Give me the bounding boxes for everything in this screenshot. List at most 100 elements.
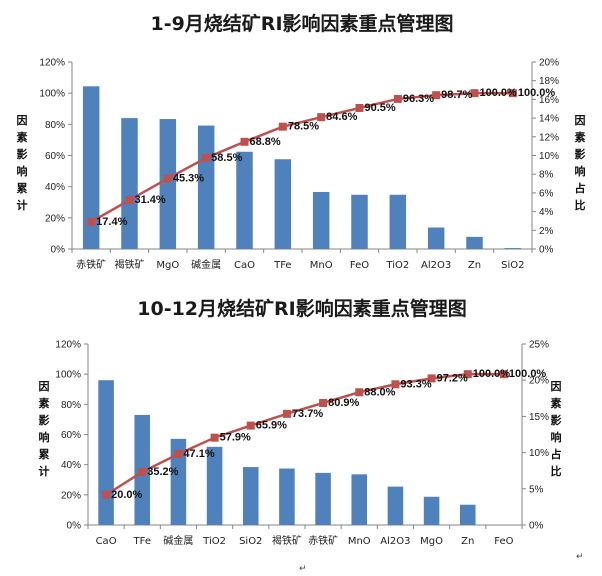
bar [279,468,295,525]
bar [236,151,253,249]
chart-title: 1-9月烧结矿RI影响因素重点管理图 [150,12,453,35]
category-label: 碱金属 [163,534,193,547]
bar [427,227,445,249]
cumulative-point [508,89,517,98]
left-tick-label: 40% [61,460,81,471]
right-tick-label: 0% [539,245,554,256]
category-label: SiO2 [501,260,524,271]
cumulative-point [427,374,436,383]
category-label: Zn [461,536,474,547]
cumulative-data-label: 20.0% [111,489,142,501]
category-label: MgO [156,260,179,271]
bar [206,446,223,525]
cumulative-data-label: 17.4% [96,216,127,228]
cumulative-data-label: 57.9% [220,432,251,444]
right-axis-title: 因素影响占比 [575,114,586,212]
right-tick-label: 14% [539,114,559,125]
right-tick-label: 18% [539,76,559,87]
category-label: FeO [494,536,513,547]
cumulative-data-label: 35.2% [147,466,178,478]
bar [274,159,292,249]
pareto-chart-jan-sep: 1-9月烧结矿RI影响因素重点管理图 0% 20% 40% 60% 80% 100% 120%… [17,12,586,271]
bar [351,474,368,525]
cumulative-data-label: 84.6% [326,111,357,123]
category-label: Al2O3 [380,536,410,547]
left-tick-label: 40% [45,182,65,193]
cumulative-point [319,398,328,407]
category-label: MnO [310,260,333,271]
bar [98,380,114,525]
left-tick-label: 60% [61,430,81,441]
cumulative-point [355,388,364,397]
bar [459,504,476,525]
cumulative-point [317,113,326,122]
cumulative-line [90,91,513,223]
cumulative-data-label: 100.0% [480,87,518,99]
left-axis-title: 因素影响累计 [39,380,50,478]
bar [351,194,368,249]
category-label: FeO [350,260,369,271]
cumulative-data-label: 73.7% [292,408,323,420]
bar [242,467,259,525]
cumulative-point [463,370,472,379]
right-tick-label: 20% [529,376,549,387]
bar [159,119,177,249]
cumulative-data-label: 88.0% [364,386,395,398]
cumulative-data-label: 78.5% [288,121,319,133]
category-label: Al2O3 [421,260,451,271]
left-tick-label: 0% [51,245,66,256]
category-label: TFe [133,536,151,547]
cumulative-point [282,409,291,418]
category-label: Zn [468,260,481,271]
left-tick-label: 20% [45,213,65,224]
right-tick-label: 12% [539,132,559,143]
right-tick-label: 8% [539,170,554,181]
cumulative-point [240,137,249,146]
bar [82,86,100,249]
category-label: 赤铁矿 [76,258,106,271]
cumulative-point [87,217,96,226]
left-tick-label: 0% [67,521,82,532]
category-label: MgO [420,536,443,547]
category-label: 褐铁矿 [272,534,302,547]
category-label: SiO2 [239,536,262,547]
category-label: TiO2 [385,260,409,271]
cumulative-data-label: 31.4% [135,194,166,206]
return-mark: ↵ [576,552,584,562]
right-tick-label: 25% [529,340,549,351]
left-axis-title: 因素影响累计 [17,114,28,212]
bar [389,194,407,249]
right-axis-title: 因素影响占比 [551,380,562,478]
cumulative-data-label: 100.0% [509,368,547,380]
left-tick-label: 120% [39,58,65,69]
category-label: TFe [273,260,291,271]
cumulative-data-label: 47.1% [183,448,214,460]
bar [312,191,330,249]
cumulative-data-label: 68.8% [250,136,281,148]
cumulative-point [210,433,219,442]
category-label: 碱金属 [191,258,221,271]
cumulative-point [202,153,211,162]
bar [121,118,138,249]
cumulative-point [174,449,183,458]
return-mark: ↵ [299,564,307,574]
right-tick-label: 6% [539,188,554,199]
right-tick-label: 10% [539,151,559,162]
cumulative-data-label: 58.5% [211,152,242,164]
pareto-chart-oct-dec: 10-12月烧结矿RI影响因素重点管理图 0% 20% 40% 60% 80% 100% 12… [39,297,562,547]
cumulative-data-label: 90.5% [365,102,396,114]
cumulative-point [125,196,134,205]
right-tick-label: 16% [539,95,559,106]
right-tick-label: 15% [529,412,549,423]
cumulative-point [278,122,287,131]
left-tick-label: 80% [45,120,65,131]
cumulative-data-label: 80.9% [328,397,359,409]
right-tick-label: 0% [529,521,544,532]
category-label: 褐铁矿 [115,258,145,271]
cumulative-point [355,103,364,112]
bar [315,472,331,525]
cumulative-point [102,490,111,499]
right-tick-label: 10% [529,448,549,459]
cumulative-point [138,467,147,476]
